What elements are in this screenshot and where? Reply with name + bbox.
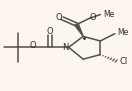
Text: N: N bbox=[62, 43, 69, 52]
Text: O: O bbox=[47, 27, 53, 36]
Text: O: O bbox=[90, 13, 96, 22]
Text: O: O bbox=[30, 41, 36, 50]
Text: Cl: Cl bbox=[119, 57, 128, 66]
Text: Me: Me bbox=[117, 28, 129, 37]
Text: O: O bbox=[55, 13, 62, 22]
Text: Me: Me bbox=[103, 10, 114, 19]
Polygon shape bbox=[75, 24, 83, 36]
